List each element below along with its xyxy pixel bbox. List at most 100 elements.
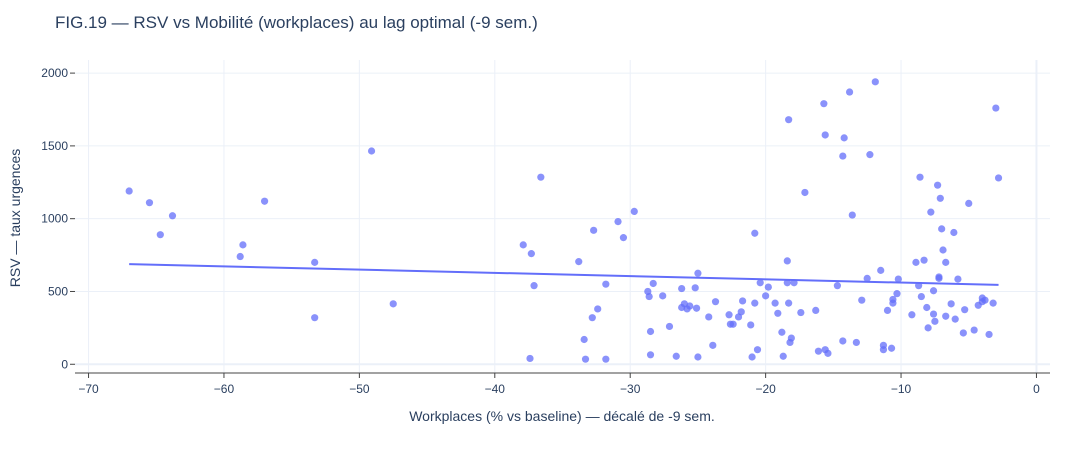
data-point (580, 335, 588, 344)
data-point (783, 279, 791, 287)
data-point (883, 306, 892, 314)
data-point (917, 292, 925, 301)
data-point (961, 306, 969, 314)
data-point (840, 134, 848, 142)
data-point (694, 269, 702, 277)
data-point (785, 116, 793, 124)
data-point (801, 188, 809, 197)
data-point (602, 355, 610, 363)
data-point (954, 275, 962, 283)
y-tick-label: 500 (48, 284, 68, 298)
data-point (260, 197, 269, 205)
data-point (630, 207, 638, 216)
data-point (125, 187, 133, 195)
y-tick-label: 1500 (41, 139, 68, 153)
y-tick-label: 1000 (41, 212, 68, 226)
data-point (845, 88, 854, 96)
data-point (912, 258, 920, 266)
data-point (619, 234, 628, 242)
data-point (929, 287, 938, 295)
data-point (519, 241, 527, 249)
data-point (145, 199, 154, 207)
data-point (672, 352, 680, 360)
data-point (691, 284, 699, 292)
data-point (994, 174, 1003, 182)
data-point (705, 313, 713, 321)
data-point (646, 327, 655, 336)
data-point (866, 151, 874, 159)
data-point (678, 284, 686, 293)
data-point (970, 326, 978, 334)
data-point (783, 257, 791, 265)
data-point (942, 258, 950, 266)
data-point (931, 317, 939, 325)
data-point (659, 292, 667, 300)
data-point (833, 282, 841, 290)
data-point (311, 314, 319, 322)
data-point (665, 322, 674, 331)
data-point (646, 351, 655, 359)
x-tick-label: −30 (620, 382, 641, 396)
data-point (645, 292, 653, 301)
data-point (156, 231, 164, 239)
data-point (852, 338, 860, 347)
x-tick-label: −50 (349, 382, 370, 396)
data-point (764, 283, 772, 291)
data-point (814, 347, 823, 355)
data-point (887, 344, 896, 352)
data-point (588, 314, 596, 322)
data-point (367, 147, 376, 155)
data-point (725, 311, 733, 319)
data-point (751, 229, 759, 237)
data-point (311, 258, 319, 266)
x-tick-label: 0 (1033, 382, 1040, 396)
data-point (581, 355, 590, 363)
data-point (711, 298, 720, 306)
data-point (939, 246, 947, 254)
data-point (729, 320, 737, 328)
data-point (812, 306, 820, 314)
axis-ticks: −70 −60 −50 −40 −30 −20 −10 0 0 500 1000 1500 2000 (41, 66, 1050, 396)
data-point (779, 352, 787, 360)
data-point (748, 353, 756, 361)
data-point (951, 315, 959, 323)
data-point (908, 311, 916, 319)
data-point (649, 279, 657, 288)
data-point (924, 324, 932, 332)
data-point (774, 309, 782, 317)
data-point (537, 173, 545, 181)
x-axis-title: Workplaces (% vs baseline) — décalé de -… (409, 408, 715, 424)
data-point (694, 353, 702, 361)
trendline (129, 263, 999, 286)
data-point (820, 100, 828, 108)
data-point (747, 321, 755, 329)
data-point (923, 303, 931, 312)
data-point (839, 337, 847, 345)
data-point (530, 282, 538, 290)
data-point (753, 346, 762, 354)
data-point (894, 275, 902, 283)
x-tick-label: −10 (891, 382, 912, 396)
data-point (778, 328, 786, 336)
x-tick-label: −20 (755, 382, 776, 396)
data-point (950, 228, 958, 237)
data-point (858, 296, 866, 304)
data-point (985, 330, 993, 339)
y-axis-title: RSV — taux urgences (7, 149, 23, 288)
data-point (929, 310, 938, 318)
y-tick-label: 2000 (41, 66, 68, 80)
data-point (787, 334, 795, 342)
data-point (236, 252, 244, 261)
data-point (920, 256, 928, 264)
data-point (692, 304, 701, 312)
data-point (590, 226, 598, 234)
data-point (839, 152, 847, 160)
gridlines (75, 60, 1050, 373)
data-point (526, 354, 534, 363)
data-point (594, 305, 602, 313)
x-tick-label: −70 (78, 382, 99, 396)
data-point (959, 329, 967, 337)
chart-title: FIG.19 — RSV vs Mobilité (workplaces) au… (55, 13, 538, 32)
data-point (821, 131, 829, 139)
data-point (756, 279, 764, 287)
